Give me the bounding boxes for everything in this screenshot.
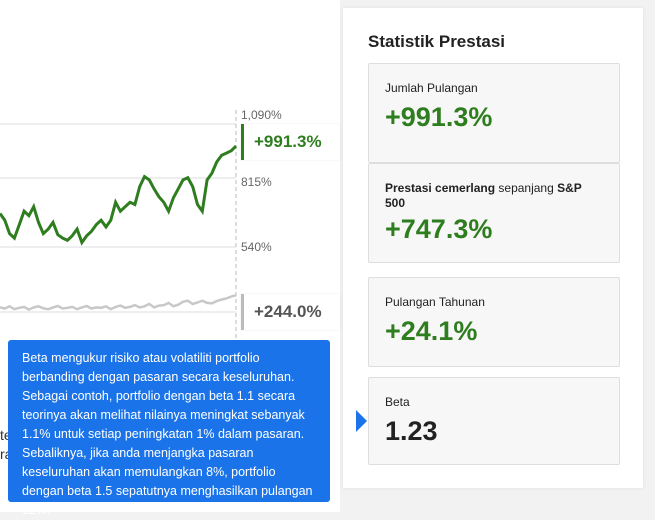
clipped-text-line: te (0, 427, 12, 443)
stat-label-text: sepanjang (495, 181, 558, 195)
performance-stats-panel: Statistik Prestasi Jumlah Pulangan +991.… (343, 8, 643, 488)
y-tick-label: 540% (241, 240, 272, 254)
sp500-series-line (0, 294, 237, 312)
stat-label-bold: S&P 500 (385, 181, 582, 210)
stat-value: +24.1% (385, 316, 478, 346)
tooltip-arrow (356, 410, 367, 432)
y-tick-label: 815% (241, 175, 272, 189)
panel-title: Statistik Prestasi (368, 32, 506, 51)
stat-label: Jumlah Pulangan (385, 81, 478, 95)
stat-label: Beta (385, 395, 410, 409)
stat-card-total-return: Jumlah Pulangan +991.3% (368, 63, 620, 163)
y-tick-label: 1,090% (241, 108, 282, 122)
stat-label: Pulangan Tahunan (385, 295, 485, 309)
beta-tooltip: Beta mengukur risiko atau volatiliti por… (8, 340, 330, 517)
portfolio-end-value-badge: +991.3% (241, 124, 340, 160)
stat-value: 1.23 (385, 416, 438, 446)
sp500-end-value-badge: +244.0% (241, 294, 340, 330)
stat-card-beta[interactable]: Beta 1.23 (368, 377, 620, 465)
portfolio-series-line (0, 145, 238, 246)
stat-value: +747.3% (385, 214, 493, 244)
stat-label: Prestasi cemerlang sepanjang S&P 500 (385, 181, 600, 211)
stat-card-outperformance: Prestasi cemerlang sepanjang S&P 500 +74… (368, 163, 620, 263)
stat-label-bold: Prestasi cemerlang (385, 181, 496, 195)
stat-value: +991.3% (385, 102, 493, 132)
tooltip-text: Beta mengukur risiko atau volatiliti por… (22, 351, 313, 517)
stat-card-annual-return: Pulangan Tahunan +24.1% (368, 277, 620, 367)
chart-svg (0, 110, 238, 340)
